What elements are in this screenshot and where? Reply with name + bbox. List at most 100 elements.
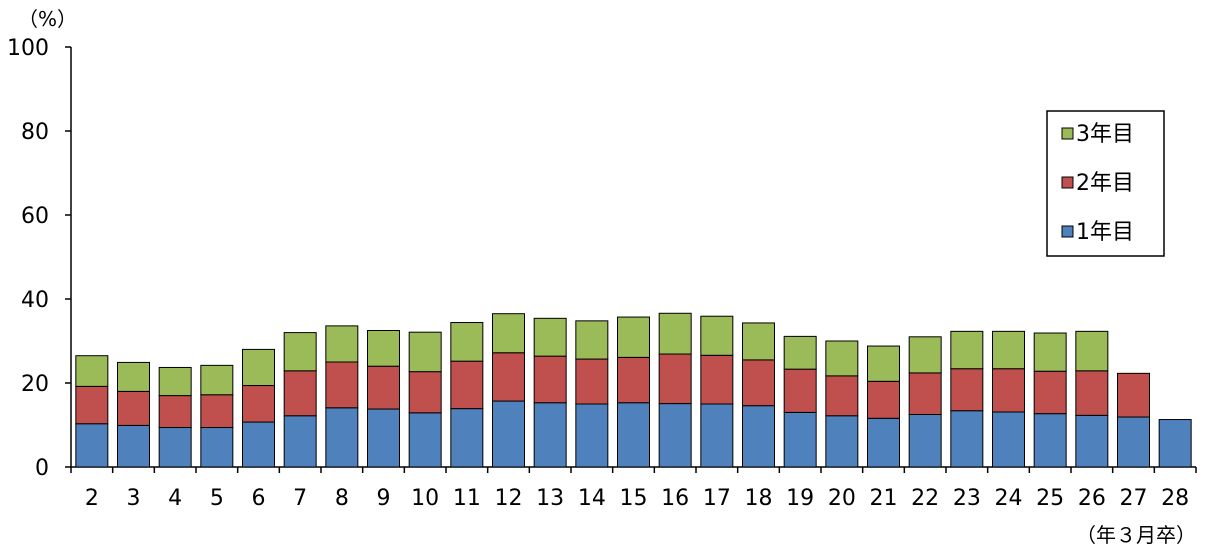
legend-swatch: [1061, 176, 1074, 189]
x-tick-label: 27: [1120, 486, 1148, 511]
legend-swatch: [1061, 225, 1074, 238]
bar-segment: [575, 358, 609, 405]
x-tick-label: 5: [210, 486, 224, 511]
legend-label: 1年目: [1076, 220, 1134, 245]
x-tick-label: 18: [745, 486, 773, 511]
bar-segment: [492, 400, 525, 468]
bar-segment: [242, 348, 275, 387]
bar-segment: [617, 356, 650, 404]
bar-segment: [450, 408, 484, 468]
x-tick-label: 10: [411, 486, 439, 511]
bar-segment: [117, 424, 150, 468]
legend-swatch: [1061, 127, 1074, 140]
bar-segment: [533, 402, 567, 468]
bar-segment: [75, 423, 109, 468]
bar-segment: [700, 354, 734, 405]
x-tick-label: 7: [293, 486, 307, 511]
bar-segment: [325, 361, 359, 409]
bar-segment: [492, 313, 525, 354]
bar-segment: [325, 325, 359, 363]
x-tick-label: 3: [127, 486, 141, 511]
bar-segment: [533, 355, 567, 404]
x-tick-label: 26: [1078, 486, 1106, 511]
bar-segment: [1033, 413, 1067, 468]
bar-segment: [1075, 330, 1109, 372]
bar-segment: [825, 375, 859, 417]
bar-segment: [658, 312, 692, 355]
x-tick-label: 11: [453, 486, 481, 511]
x-tick-label: 21: [870, 486, 898, 511]
y-tick-label: 40: [21, 288, 49, 313]
bar-segment: [200, 427, 234, 468]
bar-segment: [742, 359, 775, 407]
bar-segment: [75, 385, 109, 425]
bar-segment: [242, 385, 275, 423]
bar-segment: [575, 320, 609, 360]
bar-segment: [158, 366, 192, 397]
x-tick-label: 13: [536, 486, 564, 511]
bar-segment: [283, 332, 317, 372]
bar-segment: [1117, 416, 1150, 468]
y-tick-label: 80: [21, 120, 49, 145]
x-tick-label: 4: [168, 486, 182, 511]
x-tick-label: 19: [786, 486, 814, 511]
bar-segment: [200, 394, 234, 429]
bar-segment: [783, 335, 817, 370]
bar-segment: [283, 370, 317, 417]
y-tick-label: 0: [35, 456, 49, 481]
x-tick-label: 28: [1161, 486, 1189, 511]
bar-segment: [867, 380, 900, 419]
bar-segment: [617, 402, 650, 468]
x-tick-label: 22: [911, 486, 939, 511]
bar-segment: [158, 427, 192, 468]
bar-segment: [950, 330, 984, 370]
x-tick-label: 9: [377, 486, 391, 511]
bar-segment: [492, 352, 525, 402]
bar-segment: [1033, 370, 1067, 415]
bar-segment: [783, 411, 817, 468]
bar-segment: [908, 414, 942, 468]
bar-segment: [367, 408, 400, 468]
y-tick-label: 100: [7, 36, 49, 61]
legend-label: 3年目: [1076, 122, 1134, 147]
bar-segment: [158, 395, 192, 429]
bar-segment: [325, 407, 359, 468]
bar-segment: [700, 315, 734, 356]
bar-segment: [575, 403, 609, 468]
bar-segment: [450, 360, 484, 410]
bar-segment: [825, 415, 859, 468]
bar-segment: [408, 331, 442, 373]
bar-segment: [992, 330, 1025, 370]
bar-segment: [908, 336, 942, 374]
bar-segment: [1117, 372, 1150, 418]
bar-segment: [1075, 370, 1109, 416]
bar-segment: [408, 412, 442, 468]
bar-segment: [75, 355, 109, 387]
bar-segment: [783, 368, 817, 413]
x-tick-label: 12: [495, 486, 523, 511]
x-tick-label: 25: [1036, 486, 1064, 511]
x-unit-label: （年３月卒）: [1076, 523, 1196, 547]
bar-segment: [1033, 332, 1067, 372]
bar-segment: [992, 411, 1025, 468]
bar-segment: [992, 368, 1025, 413]
y-tick-label: 20: [21, 372, 49, 397]
bar-segment: [950, 368, 984, 412]
legend: 3年目 2年目 1年目: [1046, 110, 1165, 257]
bar-segment: [408, 371, 442, 414]
x-tick-label: 6: [252, 486, 266, 511]
bar-segment: [117, 361, 150, 392]
bar-segment: [658, 353, 692, 405]
legend-label: 2年目: [1076, 171, 1134, 196]
x-tick-label: 2: [85, 486, 99, 511]
bar-segment: [825, 340, 859, 377]
x-tick-label: 24: [995, 486, 1023, 511]
bar-segment: [533, 317, 567, 357]
bar-segment: [700, 403, 734, 468]
bar-segment: [450, 322, 484, 362]
bar-segment: [283, 415, 317, 468]
y-unit-label: （%）: [18, 7, 77, 31]
bar-segment: [658, 403, 692, 468]
